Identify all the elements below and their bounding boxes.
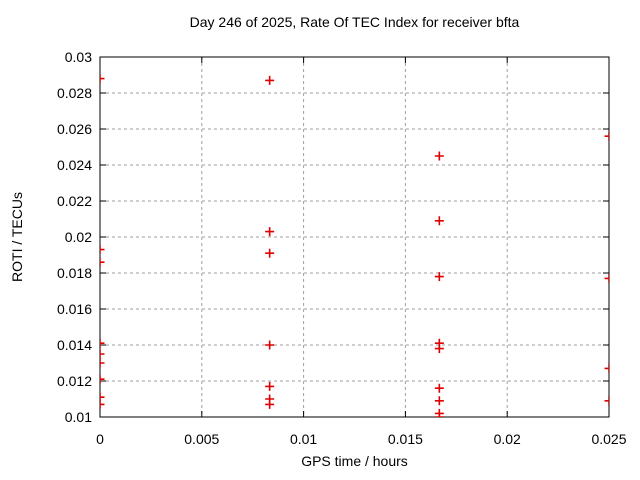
- data-point-marker: [434, 412, 444, 417]
- y-tick-label: 0.01: [65, 409, 92, 425]
- data-point-marker: [265, 399, 275, 409]
- y-tick-label: 0.018: [57, 265, 92, 281]
- data-point-marker: [265, 340, 275, 350]
- data-point-marker: [100, 392, 105, 402]
- data-point-marker: [100, 349, 105, 359]
- y-tick-label: 0.024: [57, 157, 92, 173]
- data-point-marker: [434, 151, 444, 161]
- y-tick-label: 0.02: [65, 229, 92, 245]
- data-point-marker: [604, 131, 609, 141]
- x-tick-label: 0.005: [184, 431, 219, 447]
- data-points-group: [100, 74, 609, 417]
- y-tick-label: 0.014: [57, 337, 92, 353]
- data-point-marker: [100, 374, 105, 384]
- data-point-marker: [265, 248, 275, 258]
- y-tick-label: 0.022: [57, 193, 92, 209]
- data-point-marker: [100, 399, 105, 409]
- y-tick-label: 0.012: [57, 373, 92, 389]
- y-tick-label: 0.016: [57, 301, 92, 317]
- data-point-marker: [265, 381, 275, 391]
- data-point-marker: [434, 216, 444, 226]
- data-point-marker: [434, 383, 444, 393]
- x-tick-label: 0: [96, 431, 104, 447]
- data-point-marker: [434, 396, 444, 406]
- data-point-marker: [434, 272, 444, 282]
- data-point-marker: [265, 75, 275, 85]
- data-point-marker: [604, 273, 609, 283]
- data-point-marker: [100, 245, 105, 255]
- data-point-marker: [604, 363, 609, 373]
- data-point-marker: [434, 344, 444, 354]
- data-point-marker: [100, 358, 105, 368]
- y-tick-label: 0.03: [65, 49, 92, 65]
- x-tick-label: 0.01: [290, 431, 317, 447]
- x-tick-label: 0.025: [591, 431, 626, 447]
- x-tick-label: 0.02: [494, 431, 521, 447]
- data-point-marker: [265, 227, 275, 237]
- x-tick-label: 0.015: [388, 431, 423, 447]
- y-tick-label: 0.026: [57, 121, 92, 137]
- data-point-marker: [100, 74, 105, 84]
- data-point-marker: [100, 257, 105, 267]
- chart-title: Day 246 of 2025, Rate Of TEC Index for r…: [189, 14, 520, 30]
- data-point-marker: [100, 338, 105, 348]
- x-axis-title: GPS time / hours: [301, 453, 408, 469]
- data-point-marker: [604, 396, 609, 406]
- y-tick-label: 0.028: [57, 85, 92, 101]
